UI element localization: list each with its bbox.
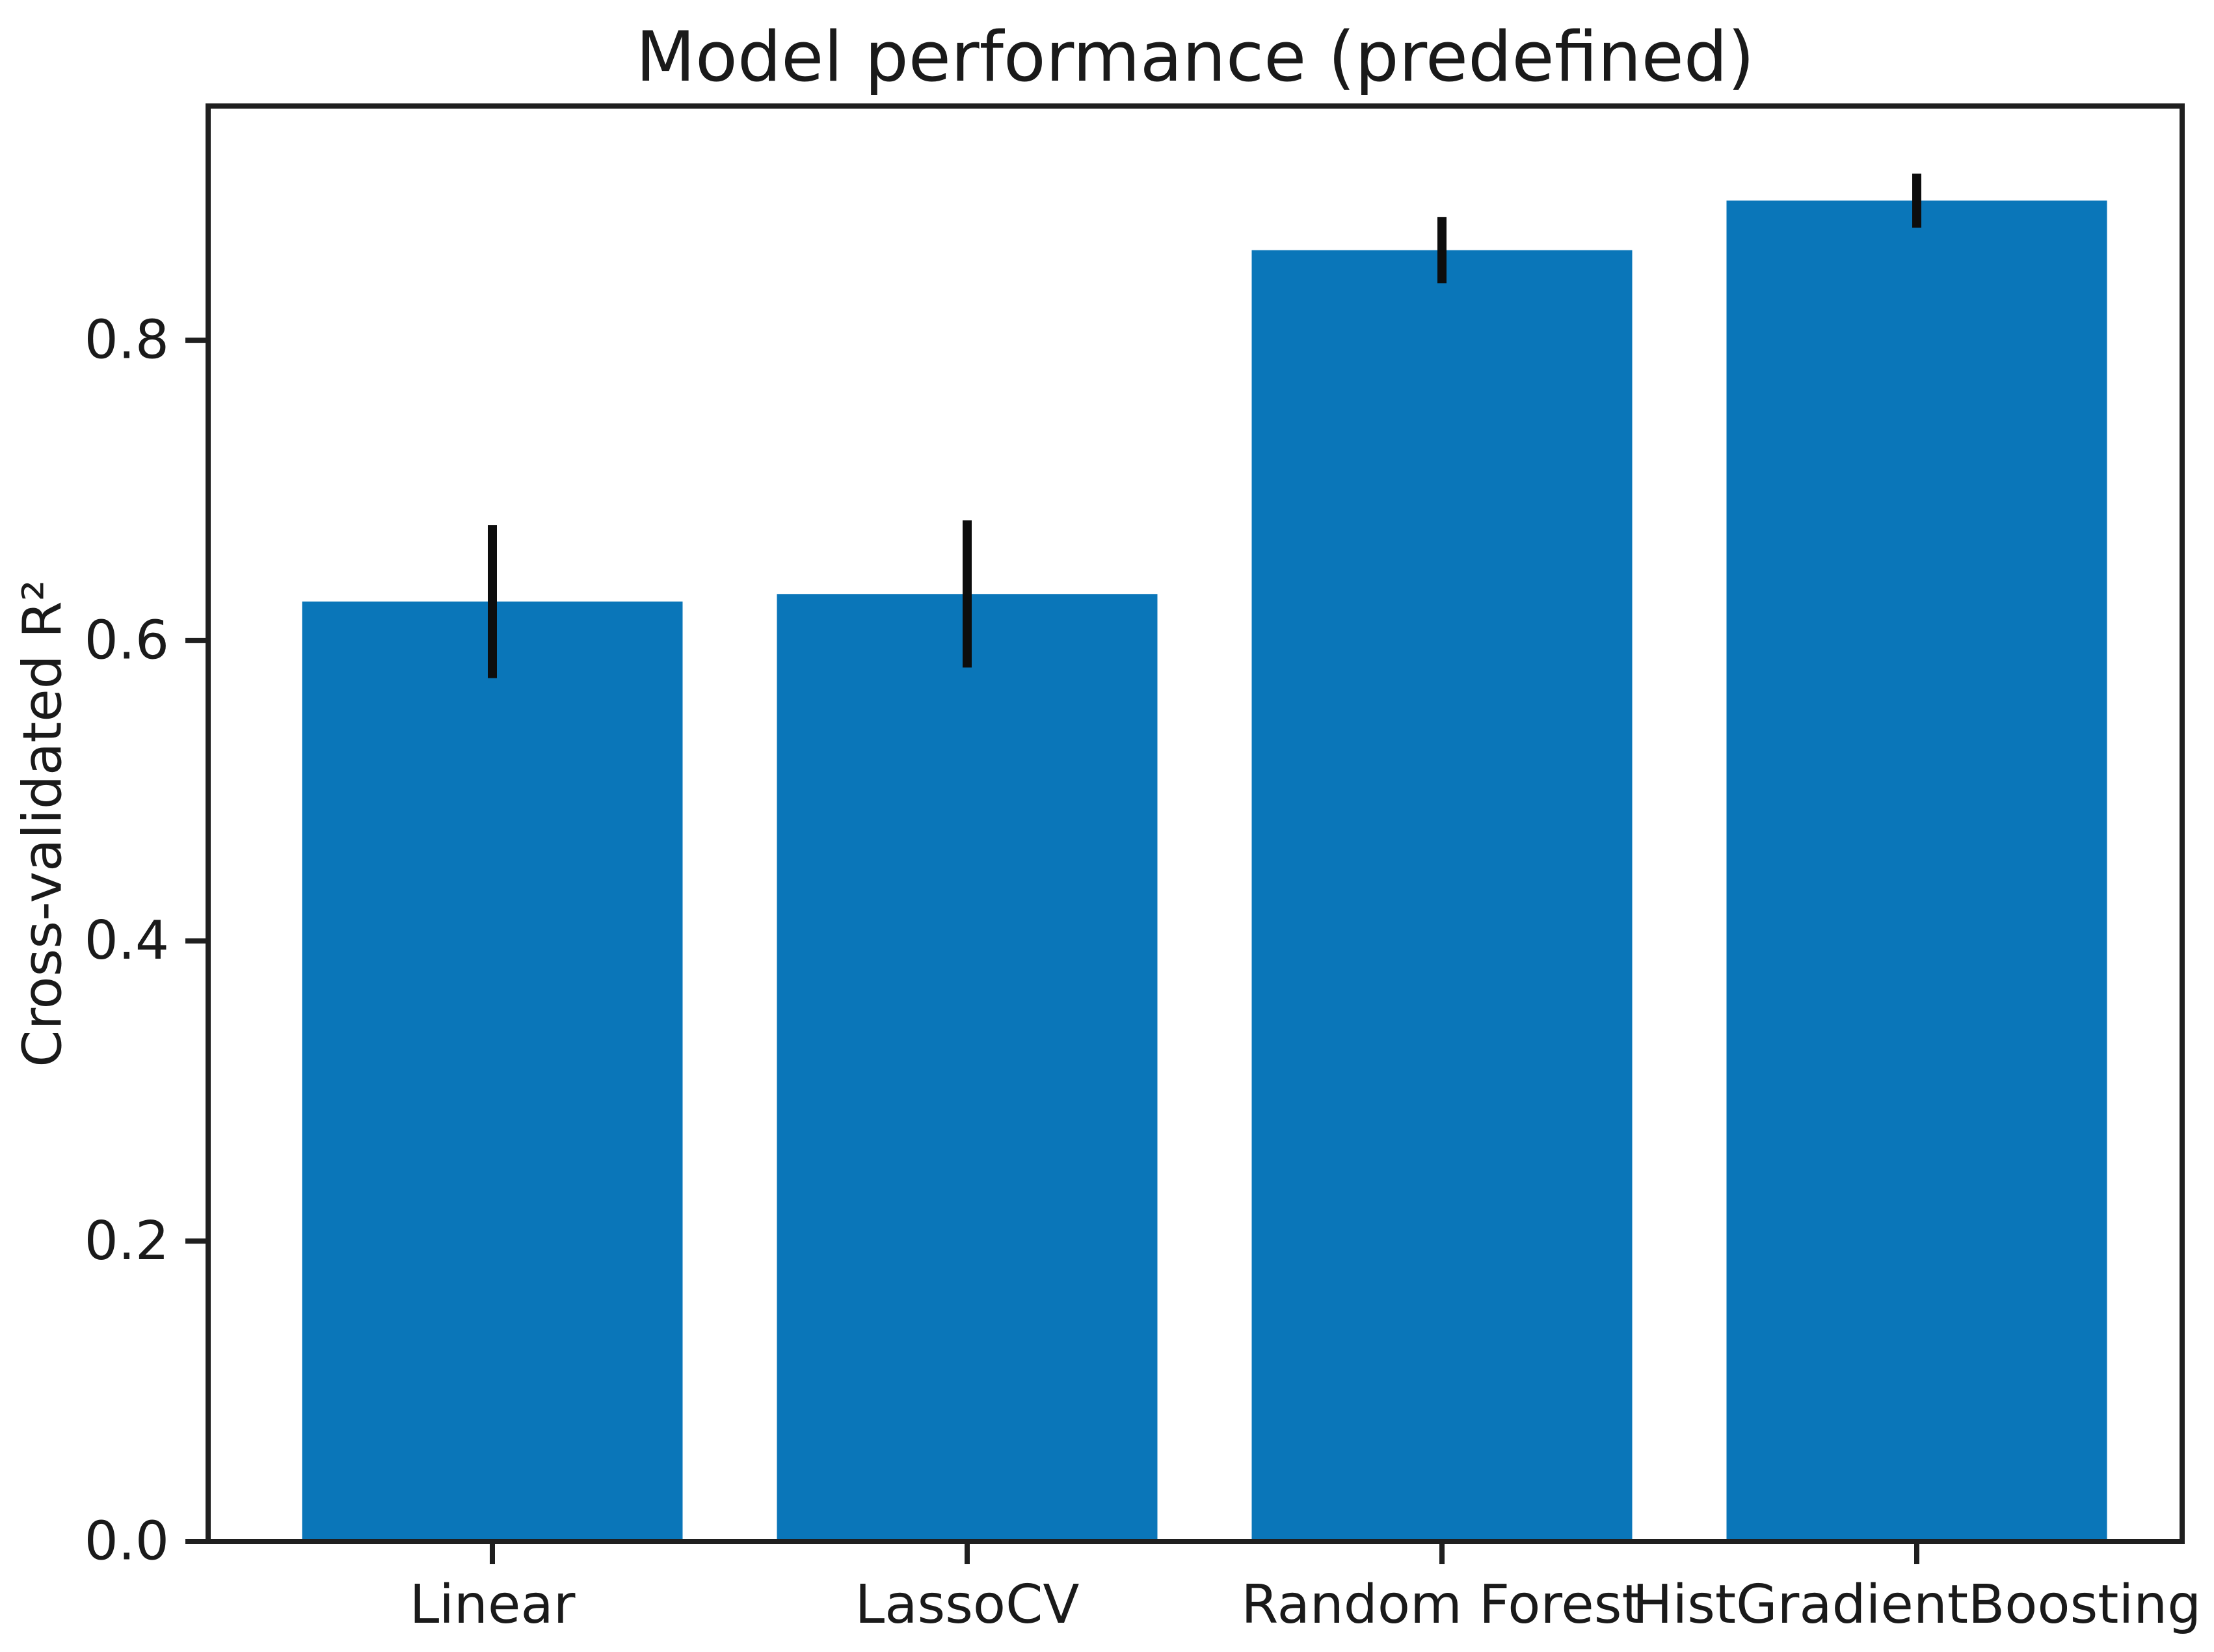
bar-histgradientboosting	[1726, 200, 2107, 1541]
x-tick-label-lassocv: LassoCV	[855, 1574, 1080, 1636]
bar-lassocv	[777, 594, 1158, 1542]
y-tick-label: 0.4	[85, 910, 169, 972]
x-tick-label-histgradientboosting: HistGradientBoosting	[1633, 1574, 2202, 1636]
bar-random-forest	[1251, 250, 1633, 1542]
y-tick-label: 0.2	[85, 1210, 169, 1272]
y-tick-label: 0.8	[85, 310, 169, 371]
y-tick-label: 0.0	[85, 1511, 169, 1573]
axes-frame	[206, 103, 2185, 1544]
bar-linear	[302, 601, 683, 1541]
chart-title: Model performance (predefined)	[635, 17, 1755, 97]
x-tick-label-random-forest: Random Forest	[1241, 1574, 1642, 1636]
x-tick-label-linear: Linear	[410, 1574, 576, 1636]
y-tick-label: 0.6	[85, 609, 169, 671]
